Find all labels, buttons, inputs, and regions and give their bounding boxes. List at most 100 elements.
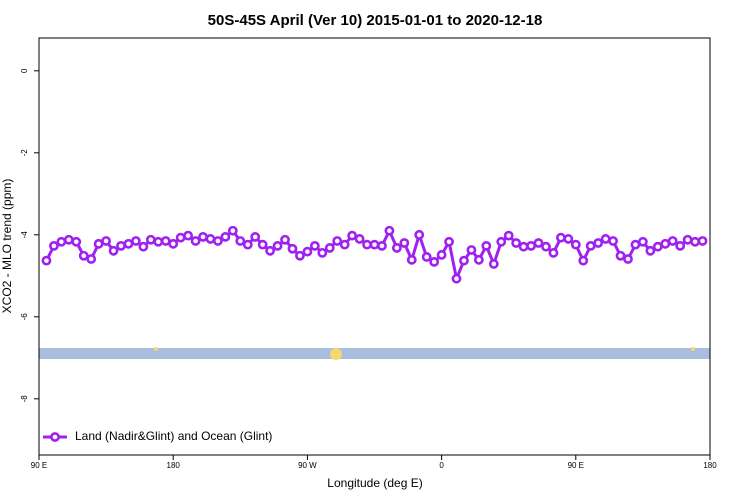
x-tick-label: 90 E [568,461,584,470]
data-point [555,232,566,243]
data-point [384,225,395,236]
data-point [86,254,97,264]
data-point [78,250,89,261]
data-point [160,236,171,246]
data-point [265,245,276,256]
data-point [630,239,641,250]
data-point [488,259,499,269]
data-point [578,255,589,266]
data-point [660,238,671,249]
data-point [257,239,268,250]
data-point [49,240,59,251]
data-point [213,236,223,246]
data-point [175,232,186,243]
data-point [503,230,514,241]
data-point [280,234,290,245]
land-spot [154,347,158,351]
x-tick-label: 90 E [31,461,47,470]
x-tick-label: 180 [703,461,717,470]
data-point [227,225,238,236]
data-point [41,255,52,266]
data-point [451,273,462,284]
data-point [153,236,164,247]
x-axis-label: Longitude (deg E) [327,476,422,490]
data-point [473,254,484,265]
y-tick-label: -2 [20,149,29,157]
chart-title: 50S-45S April (Ver 10) 2015-01-01 to 202… [208,12,543,29]
data-point [131,236,141,246]
x-tick-label: 90 W [298,461,317,470]
data-point [168,238,179,249]
surface-band [39,348,710,359]
data-point [615,250,626,261]
data-point [466,245,477,255]
data-point [593,238,604,248]
data-point [302,246,313,257]
data-point [220,231,231,242]
data-point [362,239,372,250]
data-point [339,239,350,250]
data-point [541,241,551,252]
data-point [496,236,507,247]
data-point [518,241,529,252]
data-point [682,234,693,245]
data-point [652,241,663,252]
data-point [429,256,440,267]
data-point [406,254,417,265]
data-point [638,236,648,247]
data-point [481,240,492,251]
data-point [444,236,454,247]
data-point [108,245,119,256]
data-point [123,238,134,249]
data-point [436,250,447,260]
data-point [235,236,246,246]
data-point [645,245,656,256]
data-point [272,240,283,251]
land-spot [330,348,342,360]
data-point [570,239,581,250]
data-point [391,243,402,253]
data-point [317,247,328,258]
y-axis-label: XCO2 - MLO trend (ppm) [0,179,14,314]
data-point [332,236,343,246]
x-tick-label: 0 [439,461,444,470]
data-point [511,238,522,248]
data-point [623,254,633,264]
data-point [145,234,156,245]
y-tick-label: -6 [20,313,29,321]
data-point [563,234,574,244]
data-point [242,239,253,250]
data-point [459,255,469,266]
data-point [116,240,126,251]
data-point [548,247,559,258]
data-point [697,236,708,246]
data-point [295,250,305,261]
data-point [183,230,194,241]
data-point [600,234,611,244]
data-point [533,238,544,248]
data-point [63,234,74,245]
data-point [585,240,596,251]
data-point [309,240,320,251]
data-point [101,236,111,246]
legend-label: Land (Nadir&Glint) and Ocean (Glint) [75,429,272,443]
data-point [667,236,678,246]
y-tick-label: 0 [20,68,29,73]
data-point [354,234,365,244]
data-point [190,236,201,246]
data-point [71,236,82,247]
data-point [93,238,104,249]
data-point [675,240,686,251]
data-point [421,252,432,262]
data-point [377,240,387,251]
plot-frame [38,37,711,456]
data-point [324,243,335,253]
land-spot [691,347,695,351]
data-point [287,243,298,254]
data-point [369,239,380,250]
y-tick-label: -4 [20,231,29,239]
data-point [399,238,410,248]
data-point [250,231,261,242]
y-tick-label: -8 [20,395,29,403]
